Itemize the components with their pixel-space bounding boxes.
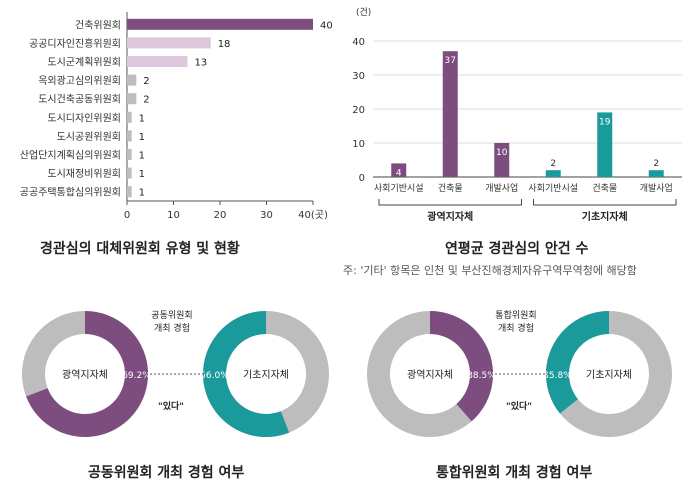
hbar-value-label: 1 [139,169,145,180]
vbar-group-bracket [378,199,522,206]
hbar-category-label: 건축위원회 [75,18,121,31]
donut-yes-label: "있다" [506,400,532,412]
donut-value-label: 56.0% [200,371,229,381]
vbar-group-label: 기초지자체 [582,210,628,223]
vbar-category-label: 사회기반시설 [528,183,578,194]
vbar-group-label: 광역지자체 [427,210,473,223]
hbar-value-label: 1 [139,151,145,162]
vbar-bar [391,163,407,177]
donut-center-label: 기초지자체 [243,369,289,381]
donut-center-label: 광역지자체 [407,369,453,381]
vbar-category-label: 개발사업 [485,183,518,194]
joint-donut-title: 공동위원회 개최 경험 여부 [88,465,245,481]
hbar-x-tick-label: 40(곳) [298,209,328,221]
vbar-group-bracket [533,199,677,206]
hbar-category-label: 도시디자인위원회 [47,111,121,124]
vbar-bar [442,51,458,178]
vbar-category-label: 건축물 [438,183,463,194]
donut-value-label: 69.2% [122,371,151,381]
vbar-value-label: 2 [653,159,659,169]
hbar-bar [127,74,137,86]
hbar-x-tick-label: 0 [124,210,130,221]
vbar-bar [545,170,561,177]
vbar-value-label: 4 [396,168,402,178]
vbar-bar [648,170,664,177]
vbar-y-tick-label: 40 [352,37,365,48]
hbar-x-tick-label: 30 [260,210,273,221]
donut-center-label: 기초지자체 [586,369,632,381]
hbar-value-label: 1 [139,188,145,199]
vbar-value-label: 10 [496,148,508,158]
hbar-bar [127,167,132,179]
vbar-chart-note: 주: '기타' 항목은 인천 및 부산진해경제자유구역무역청에 해당함 [343,264,637,277]
hbar-category-label: 도시공원위원회 [57,130,121,143]
vbar-y-tick-label: 20 [352,105,365,116]
vbar-y-tick-label: 30 [352,71,365,82]
vbar-value-label: 2 [550,159,556,169]
donut-center-label: 광역지자체 [62,369,108,381]
hbar-value-label: 13 [194,58,207,69]
donut-slice [430,311,494,422]
vbar-y-tick-label: 0 [359,173,365,184]
vbar-bar [597,112,613,177]
hbar-value-label: 1 [139,113,145,124]
vbar-unit-label: (건) [356,7,371,18]
donut-annotation: 공동위원회 [151,310,192,321]
vbar-chart-title: 연평균 경관심의 안건 수 [445,241,589,257]
donut-value-label: 35.8% [543,371,572,381]
donut-annotation: 개최 경험 [498,322,534,334]
hbar-bar [127,93,137,105]
hbar-x-tick-label: 10 [167,210,180,221]
hbar-bar [127,56,188,67]
hbar-category-label: 도시건축공동위원회 [38,93,121,106]
vbar-category-label: 건축물 [592,183,617,194]
hbar-value-label: 1 [139,132,145,143]
hbar-chart-title: 경관심의 대체위원회 유형 및 현황 [40,241,240,257]
hbar-category-label: 도시군계획위원회 [47,56,121,69]
hbar-x-tick-label: 20 [214,210,227,221]
donut-slice [203,311,290,438]
donut-annotation: 통합위원회 [495,310,536,321]
vbar-category-label: 개발사업 [640,183,673,194]
hbar-value-label: 18 [218,39,231,50]
hbar-bar [127,111,132,123]
vbar-value-label: 19 [599,117,611,127]
hbar-bar [127,37,211,49]
hbar-value-label: 40 [320,20,333,31]
hbar-category-label: 도시재정비위원회 [47,167,121,180]
hbar-category-label: 공공주택통합심의위원회 [20,186,121,199]
hbar-bar [127,18,313,30]
hbar-value-label: 2 [143,95,149,106]
donut-yes-label: "있다" [158,400,184,412]
hbar-bar [127,186,132,198]
donut-value-label: 38.5% [467,371,496,381]
hbar-category-label: 옥외광고심의위원회 [38,74,121,87]
vbar-value-label: 37 [445,56,456,66]
vbar-bar [494,143,510,177]
hbar-category-label: 산업단지계획심의위원회 [20,149,121,162]
vbar-y-tick-label: 10 [352,139,365,150]
hbar-category-label: 공공디자인진흥위원회 [29,37,121,50]
hbar-value-label: 2 [143,76,149,87]
donut-slice [545,311,609,414]
hbar-bar [127,149,132,160]
vbar-category-label: 사회기반시설 [374,183,424,194]
integrated-donut-title: 통합위원회 개최 경험 여부 [436,465,593,481]
hbar-bar [127,130,132,142]
donut-annotation: 개최 경험 [154,322,190,334]
donut-slice [26,311,148,438]
